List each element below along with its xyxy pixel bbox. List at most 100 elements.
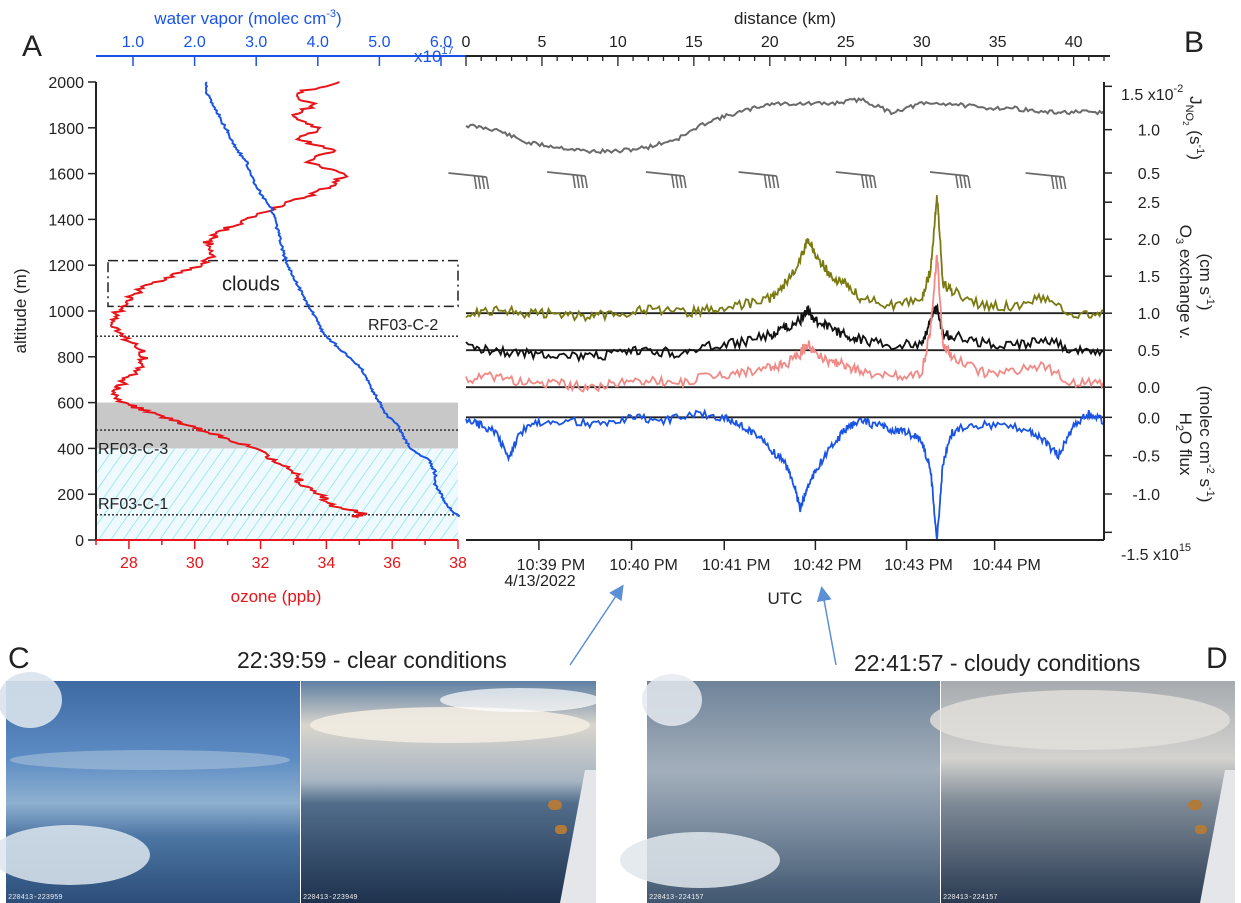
o3-black-line — [465, 302, 1105, 363]
ozone-tick-label: 34 — [317, 555, 335, 572]
wind-barb-feather — [473, 175, 478, 190]
altitude-tick-label: 1000 — [48, 304, 84, 321]
wind-barb — [547, 171, 588, 189]
jno2-multiplier: 1.5 x10-2 — [1121, 83, 1183, 104]
jno2-axis-title: JNO2 (s-1) — [1181, 96, 1206, 160]
photo-cloudy-left — [620, 674, 940, 903]
time-tick-label: 10:39 PM — [517, 557, 585, 574]
panel-letter-c: C — [8, 642, 30, 675]
panel-a-axes: 0 200 400 600 800 1000 1200 1400 1600 1800 2000 28 3… — [48, 34, 467, 572]
wind-barb-feather — [485, 176, 490, 190]
photo-clear-left — [0, 672, 300, 903]
wind-barb-feather — [955, 174, 959, 189]
wind-barb-feather — [679, 175, 683, 189]
wind-barb-feather — [1050, 175, 1055, 190]
time-tick-label: 10:40 PM — [609, 557, 677, 574]
clear-arrow — [569, 584, 624, 666]
wind-barb-feather — [872, 175, 877, 189]
level-label: RF03-C-2 — [368, 317, 438, 334]
right-tick-label: 1.5 — [1138, 269, 1160, 286]
level-label: RF03-C-3 — [98, 441, 168, 458]
right-tick-label: 0.5 — [1138, 166, 1160, 183]
water-vapor-profile-line — [204, 81, 461, 518]
distance-tick-label: 15 — [685, 34, 703, 51]
wind-barb-feather — [771, 175, 776, 189]
altitude-tick-label: 1200 — [48, 258, 84, 275]
o3-exchange-unit-title: (cm s-1) — [1196, 254, 1216, 311]
right-tick-label: 0.0 — [1138, 380, 1160, 397]
wind-barb-feather — [868, 175, 873, 189]
o3-pink-line — [465, 254, 1105, 393]
altitude-tick-label: 0 — [75, 533, 84, 550]
panel-letter-d: D — [1206, 642, 1228, 675]
distance-tick-label: 0 — [462, 34, 471, 51]
distance-tick-label: 20 — [761, 34, 779, 51]
altitude-tick-label: 1600 — [48, 167, 84, 184]
wind-barb-shaft — [645, 171, 684, 177]
right-tick-label: -1.0 — [1132, 487, 1160, 504]
water-vapor-tick-label: 5.0 — [368, 34, 390, 51]
h2o-flux-unit-title: (molec cm-2 s-1) — [1196, 386, 1216, 503]
time-tick-label: 10:44 PM — [972, 557, 1040, 574]
wind-barb — [835, 171, 877, 189]
jno2-line — [465, 97, 1105, 155]
right-tick-label: 2.0 — [1138, 232, 1160, 249]
water-vapor-multiplier: x1017 — [414, 45, 454, 66]
altitude-tick-label: 1400 — [48, 212, 84, 229]
ozone-tick-label: 36 — [383, 555, 401, 572]
altitude-tick-label: 2000 — [48, 75, 84, 92]
panel-letter-b: B — [1184, 26, 1204, 59]
distance-tick-label: 30 — [913, 34, 931, 51]
h2o-flux-axis-title: H2O flux — [1173, 413, 1195, 476]
wind-barb-shaft — [1025, 172, 1064, 178]
distance-tick-label: 5 — [537, 34, 546, 51]
wind-barb-feather — [775, 175, 780, 189]
wind-barb-feather — [580, 175, 584, 189]
distance-tick-label: 25 — [837, 34, 855, 51]
ozone-axis-label: ozone (ppb) — [231, 587, 322, 606]
altitude-tick-label: 800 — [57, 350, 84, 367]
photo-clear-right — [301, 681, 600, 903]
photo-stamp-4: 220413-224157 — [943, 894, 998, 902]
wind-barb — [929, 171, 971, 189]
photo-stamp-2: 220413-223949 — [303, 894, 358, 902]
wind-barb-feather — [576, 175, 580, 189]
time-tick-label: 10:43 PM — [884, 557, 952, 574]
altitude-tick-label: 600 — [57, 396, 84, 413]
wind-barb-feather — [481, 176, 486, 190]
wind-barb-feather — [963, 175, 967, 189]
water-vapor-tick-label: 2.0 — [183, 34, 205, 51]
water-vapor-tick-label: 6.0 — [430, 34, 452, 51]
wind-barbs — [448, 171, 1067, 190]
wind-barb-feather — [1058, 176, 1063, 190]
time-tick-label: 10:42 PM — [793, 557, 861, 574]
dotted-levels: RF03-C-2 RF03-C-3 RF03-C-1 — [96, 317, 458, 516]
right-tick-label: 2.5 — [1138, 195, 1160, 212]
distance-tick-label: 40 — [1065, 34, 1083, 51]
water-vapor-tick-label: 4.0 — [307, 34, 329, 51]
altitude-tick-label: 400 — [57, 441, 84, 458]
panel-a-profile-plot: clouds RF03-C-2 RF03-C-3 RF03-C-1 0 200 400 6… — [11, 8, 467, 606]
wind-barb-shaft — [835, 171, 874, 177]
o3-exchange-axis-title: O3 exchange v. — [1173, 225, 1195, 340]
distance-axis-label: distance (km) — [734, 9, 836, 28]
right-tick-label: -0.5 — [1132, 449, 1160, 466]
ozone-tick-label: 38 — [449, 555, 467, 572]
photo-stamp-1: 220413-223959 — [8, 894, 63, 902]
right-tick-label: 1.0 — [1138, 123, 1160, 140]
cloudy-arrow — [816, 586, 837, 666]
ozone-tick-label: 28 — [120, 555, 138, 572]
level-label: RF03-C-1 — [98, 496, 168, 513]
wind-barb-feather — [675, 175, 679, 189]
date-label: 4/13/2022 — [504, 573, 575, 590]
altitude-axis-label: altitude (m) — [11, 268, 30, 353]
wind-barb-shaft — [738, 171, 777, 177]
wind-barb-shaft — [929, 171, 969, 177]
h2o-flux-line — [465, 408, 1105, 540]
h2o-multiplier: -1.5 x1015 — [1121, 542, 1191, 564]
ozone-profile-line — [108, 81, 368, 519]
wind-barb-feather — [860, 174, 865, 189]
right-tick-label: 0.0 — [1138, 410, 1160, 427]
wind-barb-feather — [683, 175, 687, 189]
wind-barb-feather — [584, 175, 588, 189]
